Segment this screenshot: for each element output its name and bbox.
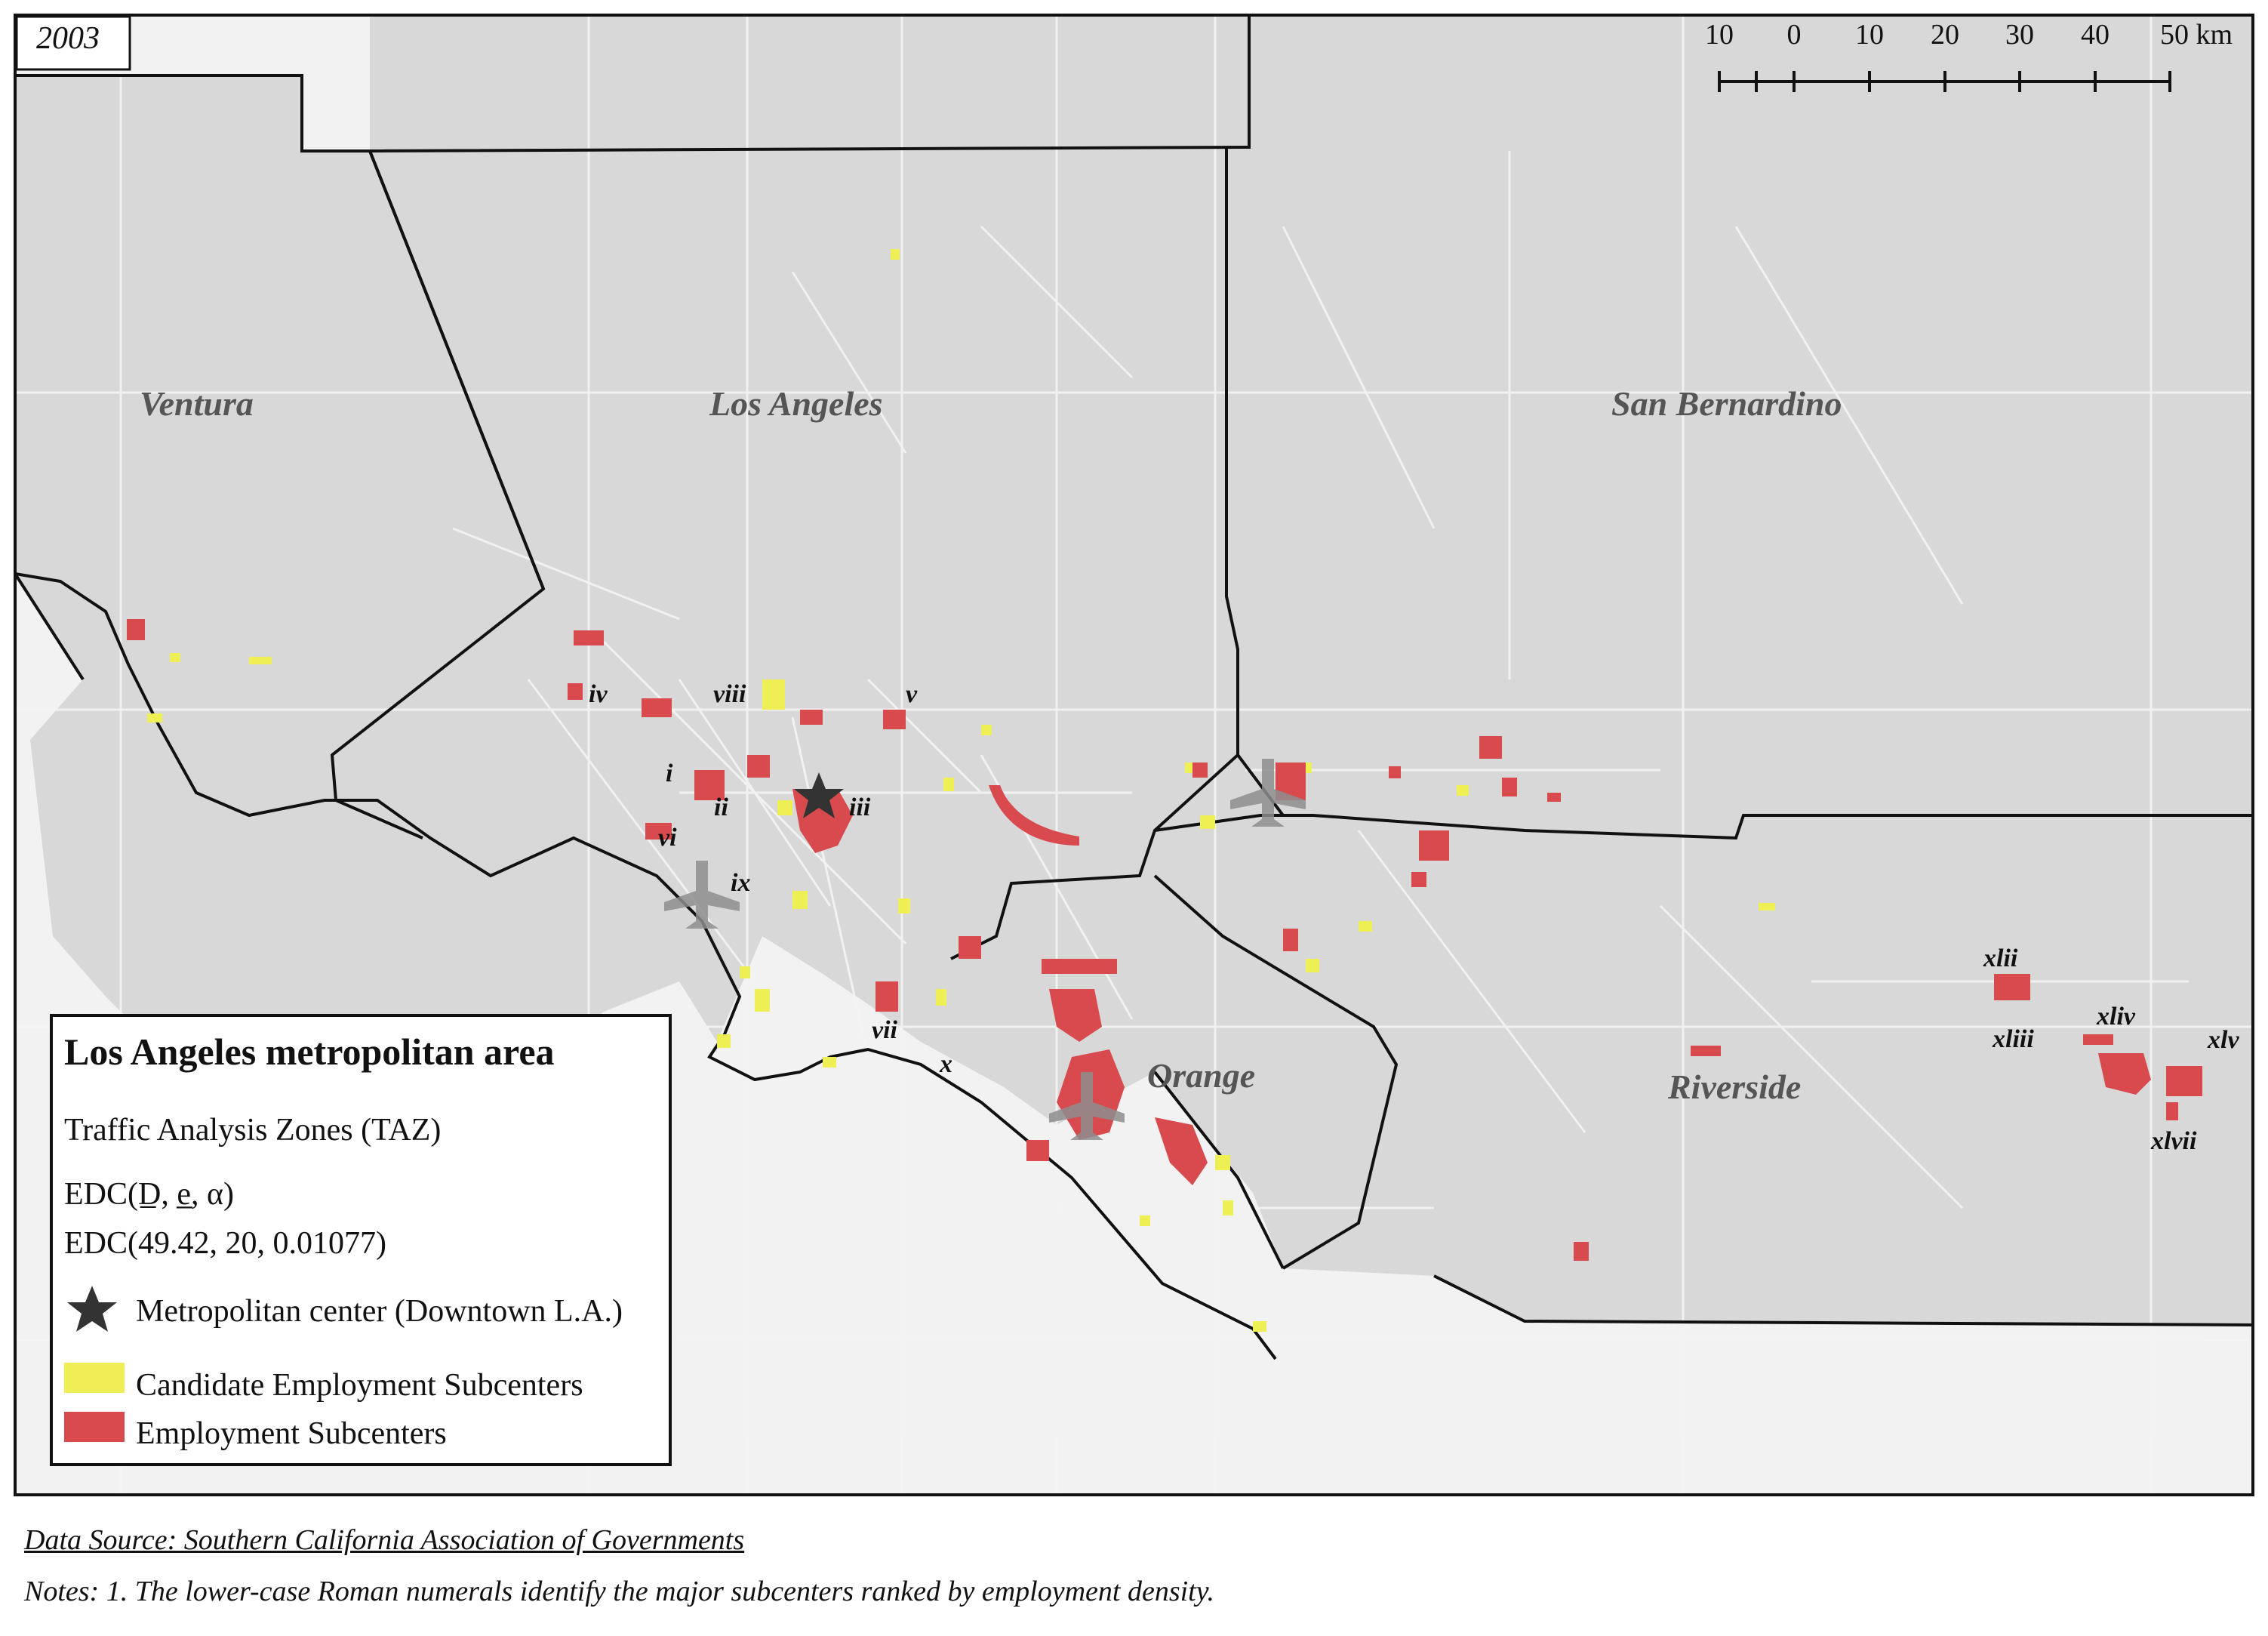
subcenter-label: v <box>906 680 918 708</box>
subcenter-labels: i ii iii iv v vi vii viii ix x xlii xlii… <box>589 680 2239 1155</box>
scale-tick-label: 10 <box>1855 19 1884 51</box>
county-label-ventura: Ventura <box>140 384 254 423</box>
legend-subtitle: Traffic Analysis Zones (TAZ) <box>64 1113 441 1148</box>
footnote: Notes: 1. The lower-case Roman numerals … <box>24 1576 1214 1607</box>
land-mass <box>15 15 2253 1325</box>
subcenter-label: iii <box>849 793 871 821</box>
scale-tick-label: 10 <box>1705 19 1734 51</box>
subcenter-label: i <box>666 759 673 787</box>
candidate-subcenters <box>147 249 1775 1332</box>
year-box <box>15 15 131 71</box>
county-labels: Ventura Los Angeles San Bernardino Orang… <box>140 384 1842 1106</box>
county-label-riverside: Riverside <box>1667 1068 1801 1106</box>
subcenter-label: xlv <box>2207 1026 2239 1054</box>
scale-tick-label: 0 <box>1787 19 1802 51</box>
legend-center-label: Metropolitan center (Downtown L.A.) <box>136 1294 623 1329</box>
legend: Los Angeles metropolitan area Traffic An… <box>50 1014 672 1466</box>
subcenter-label: iv <box>589 680 608 708</box>
scale-tick-label: 30 <box>2005 19 2034 51</box>
legend-candidate-label: Candidate Employment Subcenters <box>136 1368 583 1403</box>
legend-edc-values: EDC(49.42, 20, 0.01077) <box>64 1226 386 1261</box>
subcenter-label: vi <box>658 824 677 852</box>
subcenter-label: xliii <box>1992 1025 2034 1053</box>
scale-tick-label: 50 km <box>2160 19 2233 51</box>
legend-box <box>50 1014 672 1466</box>
legend-title: Los Angeles metropolitan area <box>64 1031 555 1073</box>
scale-bar: 10 0 10 20 30 40 50 km <box>1705 19 2233 92</box>
subcenter-label: ii <box>714 793 728 821</box>
map-frame <box>14 14 2254 1496</box>
subcenter-label: xlii <box>1983 944 2018 972</box>
scale-tick-label: 20 <box>1931 19 1959 51</box>
subcenter-label: xliv <box>2096 1003 2136 1031</box>
subcenter-label: viii <box>713 680 746 708</box>
subcenter-label: xlvii <box>2150 1127 2197 1155</box>
legend-subcenter-swatch <box>64 1412 125 1442</box>
subcenter-label: ix <box>731 869 750 897</box>
airport-icons <box>664 759 1306 1140</box>
scale-tick-label: 40 <box>2081 19 2110 51</box>
year-label: 2003 <box>36 21 100 56</box>
subcenter-label: x <box>939 1050 952 1078</box>
legend-candidate-swatch <box>64 1363 125 1393</box>
taz-grid <box>15 15 2253 1495</box>
metropolitan-center-star <box>794 772 844 818</box>
subcenter-label: vii <box>872 1016 898 1044</box>
legend-star-icon <box>67 1286 117 1332</box>
county-label-san-bernardino: San Bernardino <box>1611 384 1842 423</box>
county-borders <box>15 15 2253 1326</box>
data-source-note: Data Source: Southern California Associa… <box>24 1524 745 1556</box>
county-label-orange: Orange <box>1147 1056 1255 1095</box>
legend-edc-formula: EDC(D̲, e̲, α) <box>64 1177 234 1212</box>
legend-subcenter-label: Employment Subcenters <box>136 1416 447 1451</box>
county-label-los-angeles: Los Angeles <box>709 384 883 423</box>
